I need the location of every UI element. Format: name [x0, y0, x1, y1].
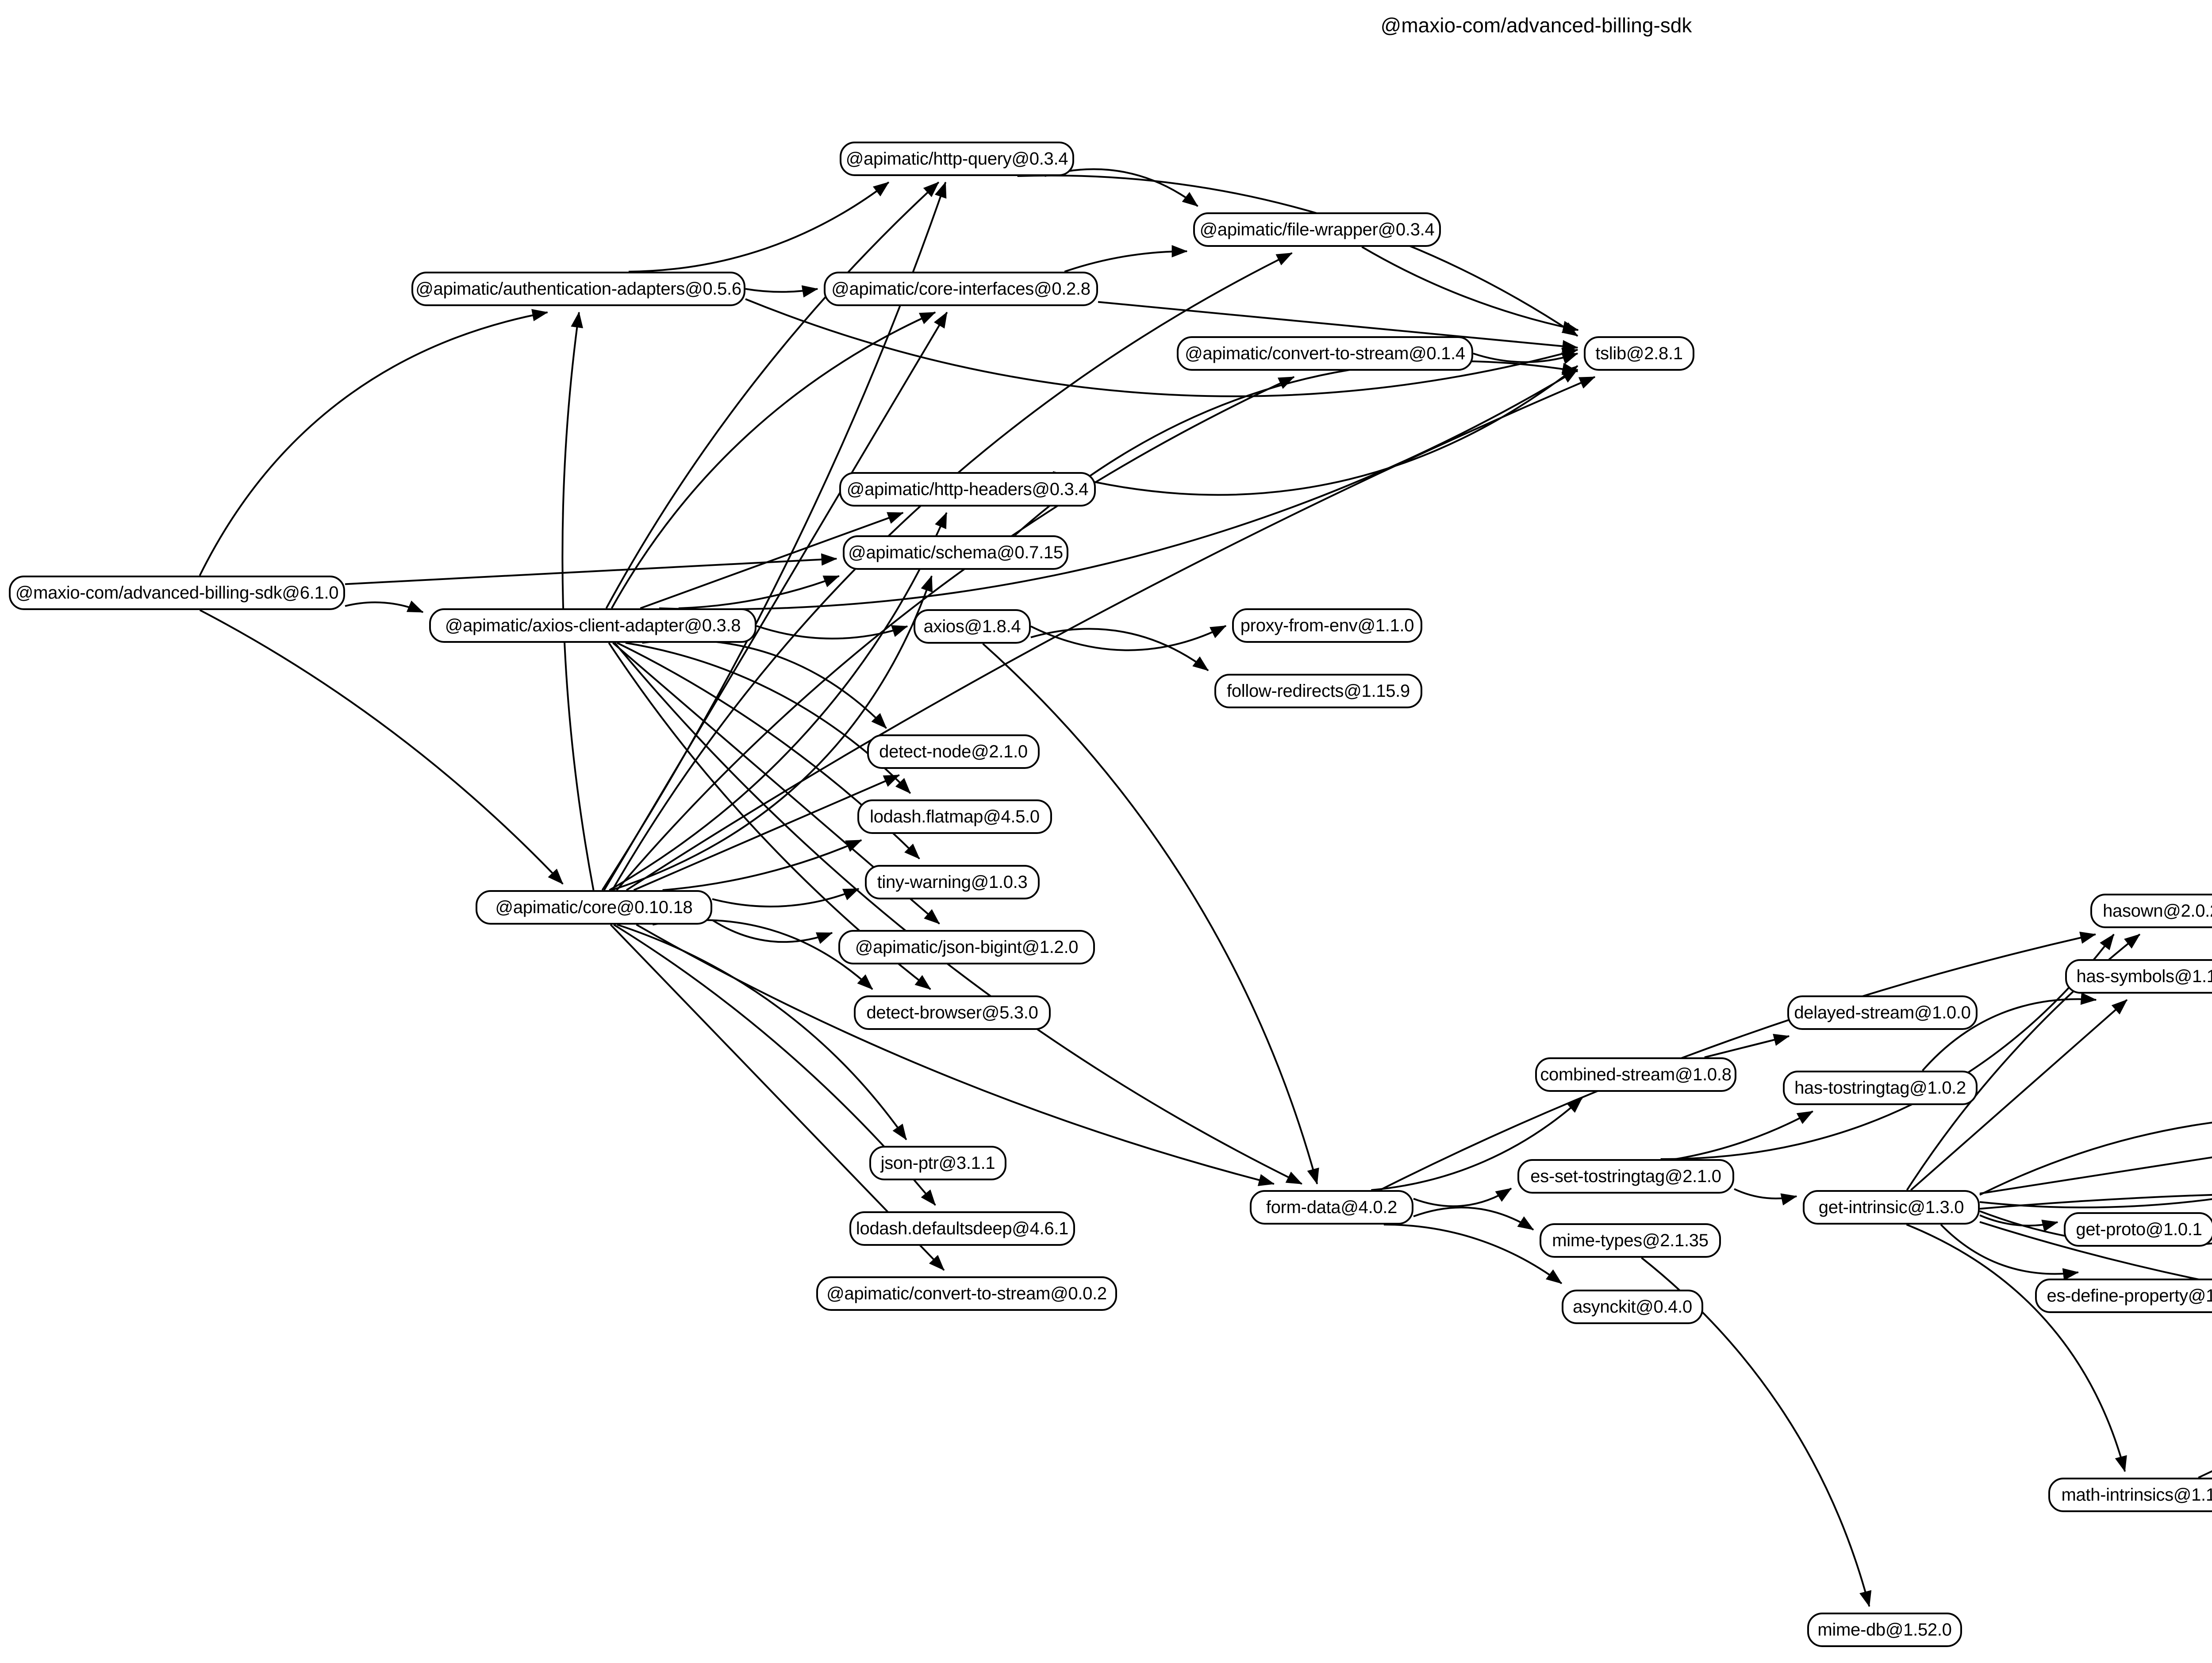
- graph-title: @maxio-com/advanced-billing-sdk: [1380, 14, 1692, 37]
- graph-node-json-ptr[interactable]: json-ptr@3.1.1: [869, 1146, 1006, 1180]
- graph-node-label: get-proto@1.0.1: [2076, 1219, 2202, 1239]
- graph-node-label: @apimatic/convert-to-stream@0.1.4: [1185, 343, 1465, 363]
- graph-node-es-define-property[interactable]: es-define-property@1.0.1: [2035, 1279, 2212, 1313]
- graph-node-label: @apimatic/core-interfaces@0.2.8: [831, 279, 1091, 299]
- graph-node-label: @apimatic/authentication-adapters@0.5.6: [415, 279, 741, 299]
- graph-node-label: @apimatic/convert-to-stream@0.0.2: [826, 1283, 1107, 1303]
- graph-node-hasown[interactable]: hasown@2.0.2: [2090, 894, 2212, 928]
- graph-node-convert-to-stream-002[interactable]: @apimatic/convert-to-stream@0.0.2: [816, 1276, 1117, 1311]
- graph-node-label: follow-redirects@1.15.9: [1227, 681, 1410, 701]
- graph-node-label: mime-types@2.1.35: [1552, 1230, 1709, 1250]
- graph-node-has-tostringtag[interactable]: has-tostringtag@1.0.2: [1783, 1071, 1978, 1105]
- graph-node-mime-types[interactable]: mime-types@2.1.35: [1540, 1223, 1721, 1258]
- graph-node-es-set-tostringtag[interactable]: es-set-tostringtag@2.1.0: [1517, 1159, 1734, 1194]
- graph-node-label: @apimatic/file-wrapper@0.3.4: [1199, 219, 1435, 239]
- graph-node-tiny-warning[interactable]: tiny-warning@1.0.3: [865, 865, 1040, 899]
- graph-node-has-symbols[interactable]: has-symbols@1.1.0: [2065, 959, 2212, 994]
- graph-node-label: @apimatic/schema@0.7.15: [848, 542, 1063, 562]
- graph-node-tslib[interactable]: tslib@2.8.1: [1584, 336, 1694, 371]
- graph-node-http-headers[interactable]: @apimatic/http-headers@0.3.4: [839, 472, 1096, 507]
- graph-node-convert-to-stream-014[interactable]: @apimatic/convert-to-stream@0.1.4: [1177, 336, 1473, 371]
- graph-node-axios[interactable]: axios@1.8.4: [914, 609, 1031, 644]
- graph-node-detect-browser[interactable]: detect-browser@5.3.0: [854, 995, 1051, 1030]
- graph-node-label: tslib@2.8.1: [1595, 343, 1683, 363]
- graph-node-label: tiny-warning@1.0.3: [877, 872, 1028, 892]
- graph-node-label: es-set-tostringtag@2.1.0: [1530, 1166, 1721, 1186]
- graph-node-label: @apimatic/json-bigint@1.2.0: [855, 937, 1079, 957]
- graph-node-root[interactable]: @maxio-com/advanced-billing-sdk@6.1.0: [9, 576, 345, 610]
- graph-node-mime-db[interactable]: mime-db@1.52.0: [1807, 1613, 1962, 1647]
- graph-node-lodash-defaultsdeep[interactable]: lodash.defaultsdeep@4.6.1: [849, 1211, 1075, 1246]
- graph-node-label: axios@1.8.4: [923, 616, 1021, 636]
- graph-node-apimatic-core[interactable]: @apimatic/core@0.10.18: [476, 890, 712, 925]
- graph-node-label: @maxio-com/advanced-billing-sdk@6.1.0: [15, 583, 339, 603]
- graph-node-label: @apimatic/http-headers@0.3.4: [846, 479, 1089, 499]
- graph-node-file-wrapper[interactable]: @apimatic/file-wrapper@0.3.4: [1193, 212, 1441, 247]
- graph-node-label: hasown@2.0.2: [2103, 901, 2212, 921]
- graph-node-label: @apimatic/core@0.10.18: [495, 897, 693, 917]
- graph-node-lodash-flatmap[interactable]: lodash.flatmap@4.5.0: [857, 799, 1052, 834]
- graph-node-label: has-tostringtag@1.0.2: [1794, 1078, 1966, 1098]
- graph-node-axios-client-adapter[interactable]: @apimatic/axios-client-adapter@0.3.8: [429, 608, 757, 643]
- graph-node-label: detect-browser@5.3.0: [866, 1002, 1038, 1022]
- graph-node-combined-stream[interactable]: combined-stream@1.0.8: [1535, 1057, 1736, 1092]
- graph-node-detect-node[interactable]: detect-node@2.1.0: [867, 734, 1040, 769]
- graph-node-label: mime-db@1.52.0: [1817, 1620, 1952, 1640]
- graph-node-label: lodash.defaultsdeep@4.6.1: [856, 1218, 1069, 1238]
- graph-node-label: lodash.flatmap@4.5.0: [870, 807, 1040, 826]
- graph-node-label: json-ptr@3.1.1: [880, 1153, 995, 1173]
- graph-node-json-bigint[interactable]: @apimatic/json-bigint@1.2.0: [838, 930, 1095, 964]
- graph-node-schema[interactable]: @apimatic/schema@0.7.15: [843, 535, 1068, 570]
- graph-node-label: has-symbols@1.1.0: [2076, 966, 2212, 986]
- graph-node-label: es-define-property@1.0.1: [2047, 1286, 2212, 1306]
- graph-node-delayed-stream[interactable]: delayed-stream@1.0.0: [1787, 995, 1978, 1030]
- graph-node-core-interfaces[interactable]: @apimatic/core-interfaces@0.2.8: [824, 272, 1098, 306]
- graph-node-proxy-from-env[interactable]: proxy-from-env@1.1.0: [1232, 608, 1422, 643]
- graph-node-get-intrinsic[interactable]: get-intrinsic@1.3.0: [1803, 1190, 1980, 1225]
- graph-node-label: detect-node@2.1.0: [879, 741, 1028, 761]
- graph-node-asynckit[interactable]: asynckit@0.4.0: [1562, 1290, 1703, 1324]
- graph-node-label: delayed-stream@1.0.0: [1794, 1002, 1971, 1022]
- graph-node-label: proxy-from-env@1.1.0: [1240, 615, 1414, 635]
- graph-node-label: get-intrinsic@1.3.0: [1818, 1197, 1964, 1217]
- graph-node-label: combined-stream@1.0.8: [1540, 1064, 1732, 1084]
- graph-node-http-query[interactable]: @apimatic/http-query@0.3.4: [840, 142, 1074, 176]
- graph-node-follow-redirects[interactable]: follow-redirects@1.15.9: [1214, 674, 1422, 708]
- graph-node-label: @apimatic/axios-client-adapter@0.3.8: [445, 615, 741, 635]
- graph-node-label: @apimatic/http-query@0.3.4: [845, 149, 1068, 169]
- graph-node-label: math-intrinsics@1.1.0: [2061, 1485, 2212, 1505]
- graph-node-math-intrinsics[interactable]: math-intrinsics@1.1.0: [2048, 1478, 2212, 1512]
- graph-node-form-data[interactable]: form-data@4.0.2: [1250, 1190, 1413, 1225]
- graph-node-label: form-data@4.0.2: [1266, 1197, 1398, 1217]
- graph-node-get-proto[interactable]: get-proto@1.0.1: [2064, 1212, 2212, 1247]
- graph-node-label: asynckit@0.4.0: [1573, 1297, 1692, 1317]
- graph-node-auth-adapters[interactable]: @apimatic/authentication-adapters@0.5.6: [411, 272, 745, 306]
